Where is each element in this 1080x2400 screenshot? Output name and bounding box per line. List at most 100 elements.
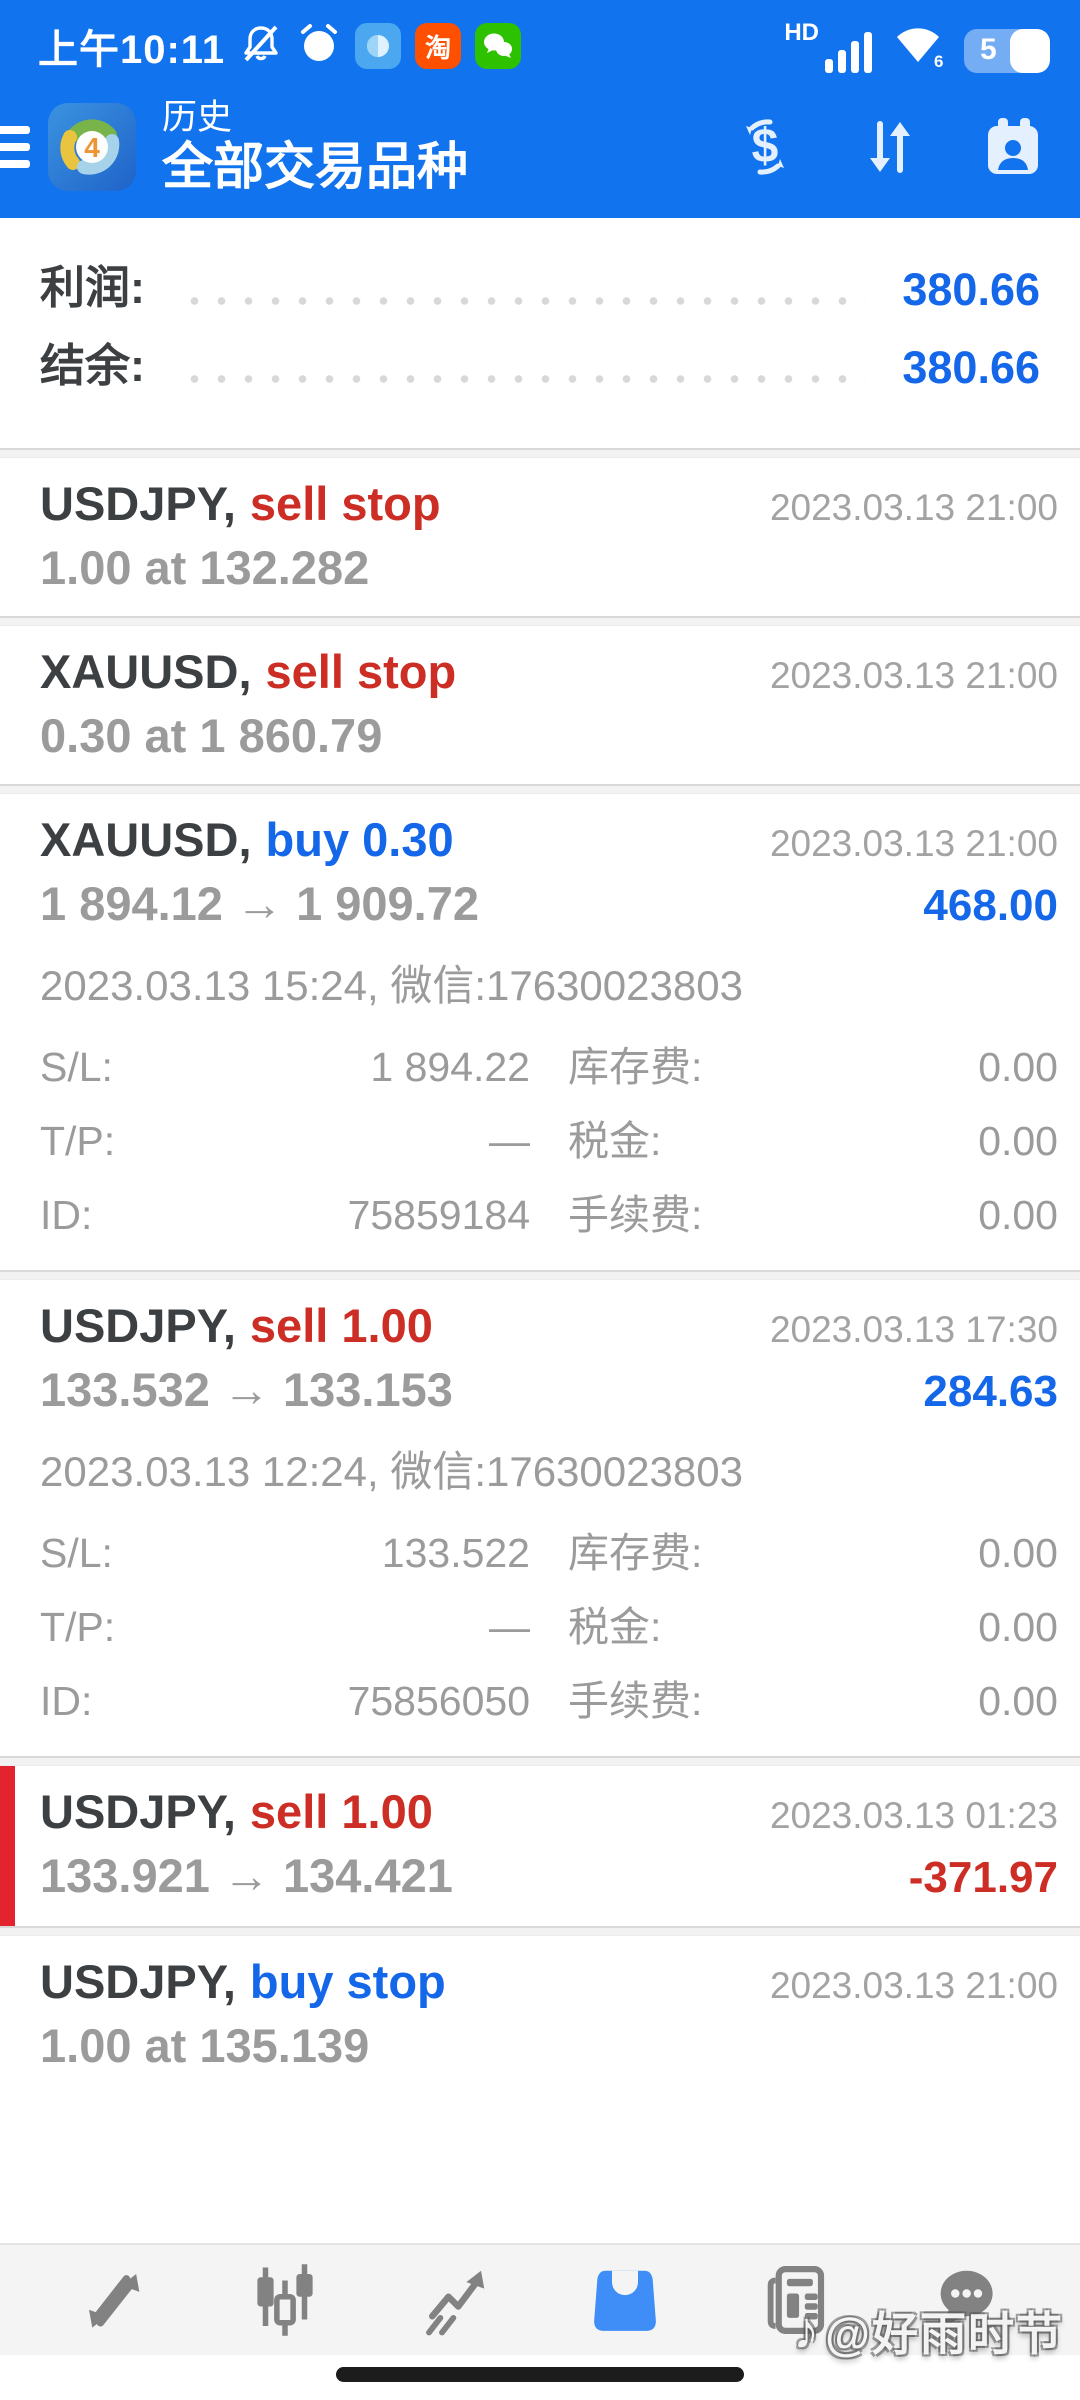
tp-label: T/P: <box>40 1604 116 1650</box>
dotted-leader <box>181 374 867 384</box>
trade-direction: sell 1.00 <box>249 1299 433 1352</box>
page-title: 全部交易品种 <box>162 137 469 195</box>
alarm-clock-icon <box>297 22 341 71</box>
home-indicator[interactable] <box>336 2367 744 2382</box>
sl-value: 1 894.22 <box>370 1044 530 1090</box>
profit-value: 380.66 <box>902 264 1040 315</box>
signal-strength-icon: HD <box>784 19 872 73</box>
sl-value: 133.522 <box>381 1530 530 1576</box>
news-tab-icon[interactable] <box>752 2257 838 2343</box>
taobao-app-icon: 淘 <box>415 23 462 69</box>
row-divider <box>0 616 1080 626</box>
trade-datetime: 2023.03.13 01:23 <box>769 1795 1058 1836</box>
clock-time: 上午10:11 <box>38 28 226 72</box>
trade-profit: 284.63 <box>923 1367 1058 1416</box>
trade-symbol: USDJPY, <box>40 477 236 530</box>
svg-text:$: $ <box>752 120 779 173</box>
trade-datetime: 2023.03.13 21:00 <box>769 823 1058 864</box>
svg-text:4: 4 <box>84 132 100 163</box>
tax-label: 税金: <box>568 1118 662 1164</box>
trade-row-usdjpy-sell-win[interactable]: USDJPY, sell 1.00 2023.03.13 17:30 133.5… <box>0 1280 1080 1756</box>
trade-row-usdjpy-sellstop[interactable]: USDJPY, sell stop 2023.03.13 21:00 1.00 … <box>0 458 1080 616</box>
battery-level: 5 <box>980 33 997 66</box>
swap-label: 库存费: <box>568 1044 703 1090</box>
trade-open-close-price: 1 894.12 → 1 909.72 <box>40 877 480 930</box>
id-value: 75859184 <box>347 1192 530 1238</box>
trade-profit: -371.97 <box>908 1853 1058 1902</box>
currency-exchange-icon[interactable]: $ <box>732 114 798 180</box>
trade-symbol: XAUUSD, <box>40 813 252 866</box>
quotes-tab-icon[interactable] <box>72 2257 158 2343</box>
balance-label: 结余: <box>40 340 145 391</box>
trade-volume-price: 0.30 at 1 860.79 <box>40 709 383 762</box>
trade-details: S/L: 133.522 库存费: 0.00 T/P: — 税金: 0.00 I… <box>40 1516 1058 1738</box>
trade-open-close-price: 133.921 → 134.421 <box>40 1849 453 1902</box>
commission-label: 手续费: <box>568 1678 703 1724</box>
hd-label: HD <box>784 19 819 46</box>
commission-value: 0.00 <box>978 1192 1058 1238</box>
profit-label: 利润: <box>40 262 145 313</box>
trade-symbol: XAUUSD, <box>40 645 252 698</box>
bell-muted-icon <box>239 22 283 71</box>
menu-icon[interactable] <box>0 126 30 168</box>
sort-icon[interactable] <box>856 114 922 180</box>
history-tab-icon-active[interactable] <box>582 2257 668 2343</box>
trade-tab-icon[interactable] <box>412 2257 498 2343</box>
trade-comment: 2023.03.13 12:24, 微信:17630023803 <box>40 1448 743 1495</box>
trade-volume-price: 1.00 at 132.282 <box>40 541 370 594</box>
svg-text:6: 6 <box>934 52 943 68</box>
trade-datetime: 2023.03.13 21:00 <box>769 487 1058 528</box>
trade-datetime: 2023.03.13 21:00 <box>769 1965 1058 2006</box>
commission-value: 0.00 <box>978 1678 1058 1724</box>
trade-direction: buy stop <box>249 1955 446 2008</box>
swap-label: 库存费: <box>568 1530 703 1576</box>
id-value: 75856050 <box>347 1678 530 1724</box>
id-label: ID: <box>40 1192 93 1238</box>
row-divider <box>0 1270 1080 1280</box>
tax-value: 0.00 <box>978 1604 1058 1650</box>
trade-direction: sell 1.00 <box>249 1785 433 1838</box>
wifi-icon: 6 <box>892 22 944 73</box>
account-badge-icon[interactable] <box>980 114 1046 180</box>
trade-comment: 2023.03.13 15:24, 微信:17630023803 <box>40 962 743 1009</box>
notification-app-icon <box>355 23 402 69</box>
tax-label: 税金: <box>568 1604 662 1650</box>
tp-value: — <box>489 1118 530 1164</box>
gesture-home-area <box>0 2355 1080 2400</box>
trade-row-usdjpy-buystop[interactable]: USDJPY, buy stop 2023.03.13 21:00 1.00 a… <box>0 1936 1080 2094</box>
trade-volume-price: 1.00 at 135.139 <box>40 2019 370 2072</box>
trade-open-close-price: 133.532 → 133.153 <box>40 1363 453 1416</box>
row-divider <box>0 1926 1080 1936</box>
swap-value: 0.00 <box>978 1044 1058 1090</box>
mt4-app-logo: 4 <box>46 101 138 193</box>
trade-symbol: USDJPY, <box>40 1785 236 1838</box>
trade-row-usdjpy-sell-loss[interactable]: USDJPY, sell 1.00 2023.03.13 01:23 133.9… <box>0 1766 1080 1926</box>
trade-datetime: 2023.03.13 17:30 <box>769 1309 1058 1350</box>
commission-label: 手续费: <box>568 1192 703 1238</box>
music-note-icon: ♪ <box>793 2302 822 2360</box>
profit-row: 利润: 380.66 <box>40 252 1040 316</box>
battery-icon: 5 <box>964 29 1050 73</box>
trade-row-xauusd-buy[interactable]: XAUUSD, buy 0.30 2023.03.13 21:00 1 894.… <box>0 794 1080 1270</box>
account-summary: 利润: 380.66 结余: 380.66 <box>0 218 1080 448</box>
trade-direction: sell stop <box>249 477 441 530</box>
empty-area <box>0 2094 1080 2243</box>
trade-symbol: USDJPY, <box>40 1299 236 1352</box>
sl-label: S/L: <box>40 1530 113 1576</box>
balance-row: 结余: 380.66 <box>40 330 1040 394</box>
trade-row-xauusd-sellstop[interactable]: XAUUSD, sell stop 2023.03.13 21:00 0.30 … <box>0 626 1080 784</box>
tax-value: 0.00 <box>978 1118 1058 1164</box>
watermark-text: @好雨时节 <box>825 2308 1064 2360</box>
tp-label: T/P: <box>40 1118 116 1164</box>
status-bar: 上午10:11 淘 HD 6 <box>0 0 1080 86</box>
app-header: 4 历史 全部交易品种 $ <box>0 86 1080 218</box>
messages-tab-icon[interactable] <box>922 2257 1008 2343</box>
trade-datetime: 2023.03.13 21:00 <box>769 655 1058 696</box>
balance-value: 380.66 <box>902 342 1040 393</box>
page-subtitle: 历史 <box>162 97 233 137</box>
charts-tab-icon[interactable] <box>242 2257 328 2343</box>
row-divider <box>0 784 1080 794</box>
trade-direction: buy 0.30 <box>265 813 454 866</box>
swap-value: 0.00 <box>978 1530 1058 1576</box>
trade-symbol: USDJPY, <box>40 1955 236 2008</box>
